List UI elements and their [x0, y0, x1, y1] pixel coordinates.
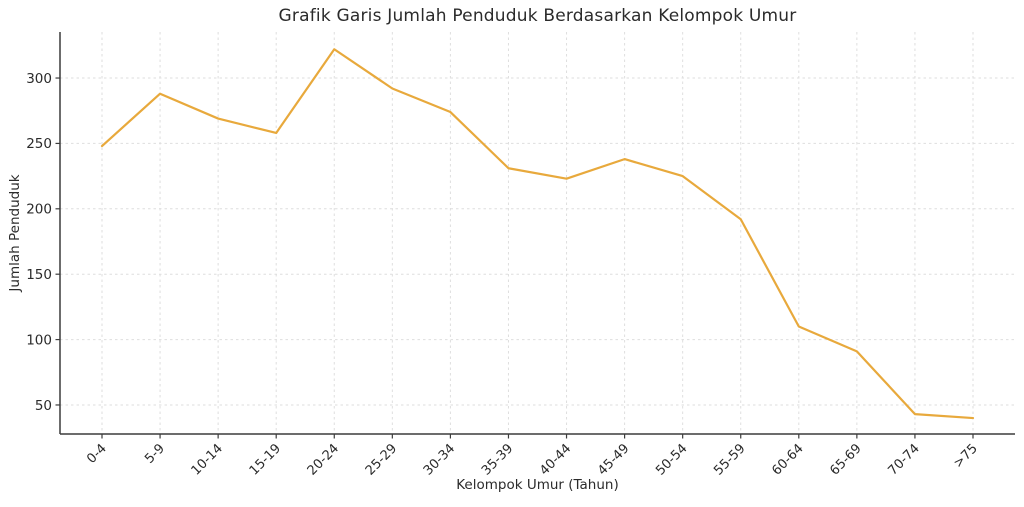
- x-tick-label: 35-39: [479, 441, 516, 478]
- y-tick-label: 100: [26, 332, 52, 348]
- x-tick-label: 45-49: [595, 441, 632, 478]
- x-tick-label: 5-9: [142, 441, 168, 467]
- x-tick-label: 25-29: [363, 441, 400, 478]
- x-tick-label: 15-19: [247, 441, 284, 478]
- x-tick-label: 60-64: [769, 441, 806, 478]
- x-tick-label: 0-4: [84, 441, 110, 467]
- x-tick-label: 65-69: [827, 441, 864, 478]
- chart-title: Grafik Garis Jumlah Penduduk Berdasarkan…: [278, 6, 797, 26]
- x-tick-label: 20-24: [305, 441, 342, 478]
- x-tick-label: 55-59: [711, 441, 748, 478]
- y-tick-label: 150: [26, 267, 52, 283]
- population-line-series: [100, 48, 975, 420]
- y-tick-label: 250: [26, 136, 52, 152]
- x-axis-label: Kelompok Umur (Tahun): [456, 477, 619, 493]
- x-tick-label: >75: [951, 441, 981, 471]
- x-tick-label: 40-44: [537, 441, 574, 478]
- y-tick-label: 300: [26, 71, 52, 87]
- x-tick-label: 30-34: [421, 441, 458, 478]
- x-tick-label: 50-54: [653, 441, 690, 478]
- x-tick-label: 10-14: [189, 441, 226, 478]
- y-tick-label: 200: [26, 202, 52, 218]
- x-tick-label: 70-74: [885, 441, 922, 478]
- y-tick-label: 50: [35, 398, 52, 414]
